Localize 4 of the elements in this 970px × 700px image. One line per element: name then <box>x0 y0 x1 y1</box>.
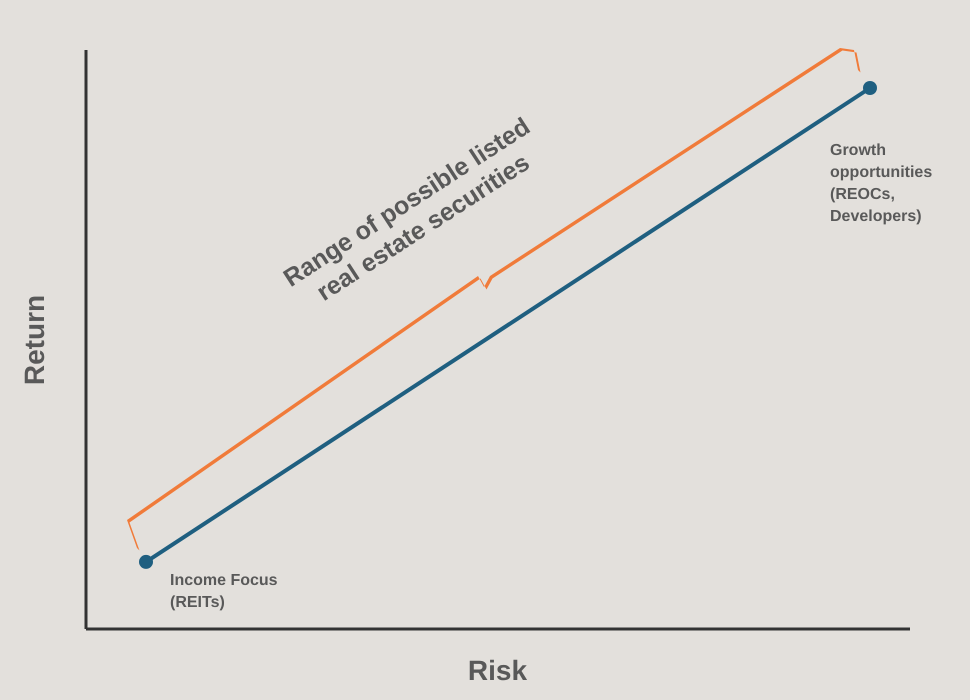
x-axis-title: Risk <box>466 655 528 687</box>
annotation: Growth opportunities (REOCs, Developers) <box>830 141 934 227</box>
y-axis-title: Return <box>19 294 51 386</box>
annotation: Income Focus (REITs) <box>170 571 279 613</box>
